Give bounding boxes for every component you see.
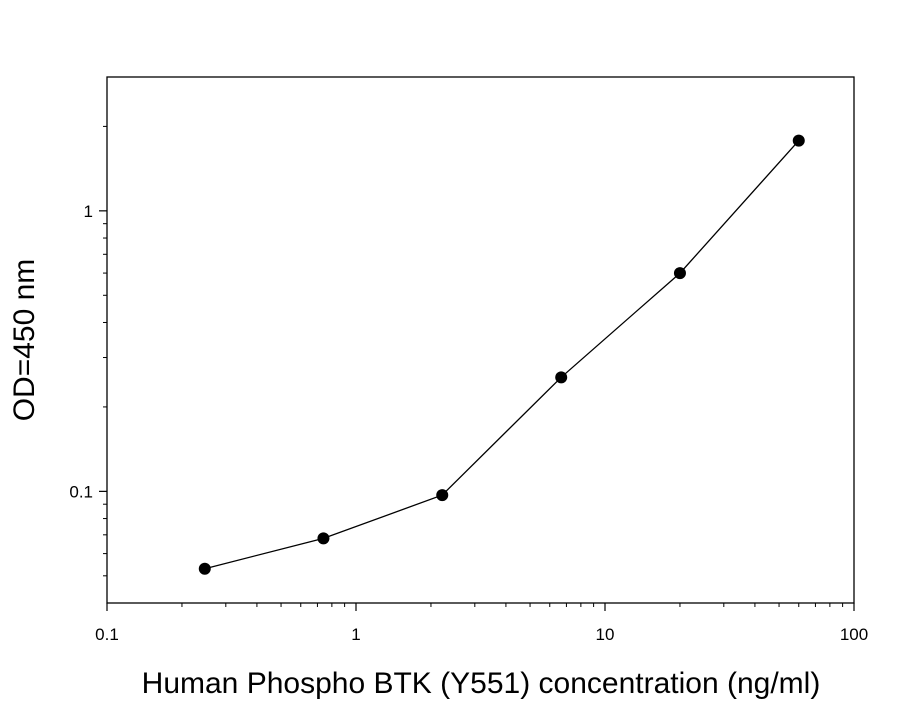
series-points-group xyxy=(198,134,805,575)
y-axis-label: OD=450 nm xyxy=(8,259,41,422)
data-point xyxy=(555,371,568,384)
x-axis-label: Human Phospho BTK (Y551) concentration (… xyxy=(142,667,821,700)
x-axis-ticks: 0.1 1 10 100 xyxy=(95,603,868,644)
x-tick-label: 10 xyxy=(596,625,615,644)
x-tick-label: 0.1 xyxy=(95,625,119,644)
data-point xyxy=(198,562,211,575)
y-tick-label: 0.1 xyxy=(69,482,93,501)
y-tick-label: 1 xyxy=(84,202,93,221)
x-minor-ticks xyxy=(181,603,844,607)
x-tick-label: 1 xyxy=(351,625,360,644)
y-minor-ticks xyxy=(103,125,107,577)
data-point xyxy=(792,134,805,147)
data-point xyxy=(436,489,449,502)
series-line-group xyxy=(204,140,800,570)
series-line xyxy=(204,140,800,570)
data-point xyxy=(317,532,330,545)
data-point xyxy=(673,267,686,280)
plot-frame xyxy=(106,76,855,604)
y-axis-ticks: 0.11 xyxy=(69,202,107,501)
x-tick-label: 100 xyxy=(840,625,868,644)
